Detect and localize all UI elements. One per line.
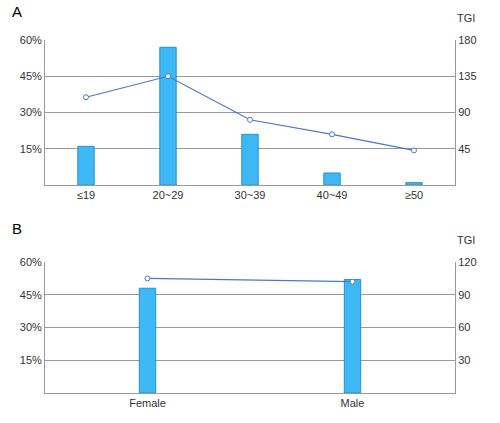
svg-text:60%: 60% <box>20 34 42 46</box>
svg-text:15%: 15% <box>20 354 42 366</box>
svg-text:40~49: 40~49 <box>317 189 348 201</box>
svg-text:180: 180 <box>458 34 476 46</box>
svg-text:120: 120 <box>458 256 476 268</box>
svg-text:90: 90 <box>458 106 470 118</box>
svg-text:Male: Male <box>341 397 365 409</box>
svg-text:60: 60 <box>458 321 470 333</box>
svg-text:15%: 15% <box>20 143 42 155</box>
svg-text:TGI: TGI <box>457 12 475 24</box>
svg-text:Female: Female <box>129 397 166 409</box>
svg-text:≤19: ≤19 <box>77 189 95 201</box>
svg-text:135: 135 <box>458 70 476 82</box>
svg-text:30~39: 30~39 <box>235 189 266 201</box>
svg-text:45%: 45% <box>20 289 42 301</box>
svg-text:A: A <box>12 3 22 20</box>
svg-text:20~29: 20~29 <box>153 189 184 201</box>
svg-text:30: 30 <box>458 354 470 366</box>
svg-text:90: 90 <box>458 289 470 301</box>
svg-text:≥50: ≥50 <box>405 189 423 201</box>
svg-text:B: B <box>12 220 22 237</box>
svg-text:TGI: TGI <box>457 234 475 246</box>
svg-text:30%: 30% <box>20 106 42 118</box>
svg-text:45%: 45% <box>20 70 42 82</box>
svg-text:60%: 60% <box>20 256 42 268</box>
svg-text:30%: 30% <box>20 321 42 333</box>
svg-text:45: 45 <box>458 143 470 155</box>
